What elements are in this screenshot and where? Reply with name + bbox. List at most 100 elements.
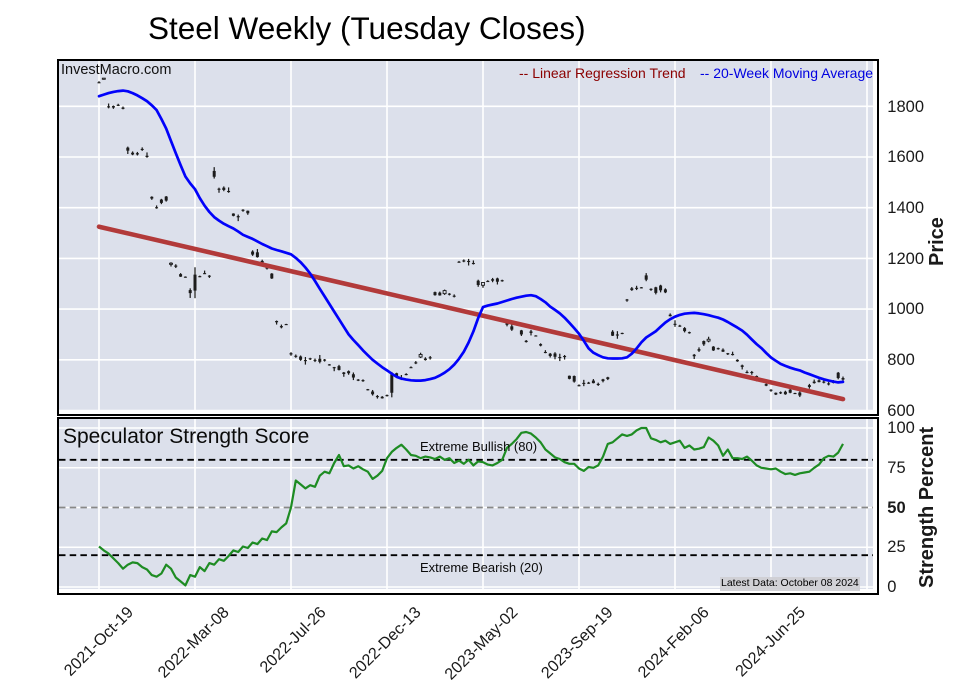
date-xtick-2022-Dec-13: 2022-Dec-13 [346, 603, 426, 683]
legend-linear-regression-trend: -- Linear Regression Trend [519, 65, 686, 82]
candle-body [745, 371, 749, 374]
candle-body [697, 349, 701, 351]
candle-body [260, 260, 264, 263]
candle-body [731, 353, 735, 356]
candle-body [798, 392, 802, 396]
strength-ytick-50: 50 [887, 498, 906, 517]
watermark-text: InvestMacro.com [61, 61, 172, 78]
candle-body [414, 362, 418, 364]
strength-ytick-100: 100 [887, 419, 915, 438]
price-panel-plot-area [57, 59, 879, 416]
candle-body [255, 252, 259, 258]
candle-body [587, 382, 591, 384]
strength-panel-title: Speculator Strength Score [63, 425, 310, 448]
candle-body [231, 213, 235, 216]
candle-body [558, 357, 562, 359]
date-xtick-2022-Jul-26: 2022-Jul-26 [255, 603, 330, 677]
candle-body [462, 260, 466, 262]
strength-axis-label: Strength Percent [916, 426, 938, 588]
candle-body [596, 383, 600, 385]
candle-body [227, 190, 231, 193]
candle-body [303, 360, 307, 362]
price-chart-canvas [59, 61, 873, 410]
extreme-bullish-annotation: Extreme Bullish (80) [420, 439, 538, 454]
candle-body [318, 358, 322, 362]
candle-body [183, 276, 187, 278]
candle-body [817, 380, 821, 383]
candle-body [155, 207, 159, 209]
candle-body [101, 77, 106, 80]
date-xtick-2024-Feb-06: 2024-Feb-06 [634, 603, 714, 682]
price-ytick-1400: 1400 [887, 198, 925, 217]
candle-body [822, 381, 826, 383]
candle-body [539, 344, 543, 346]
candle-body [159, 199, 163, 203]
candle-body [404, 373, 408, 376]
candle-body [793, 393, 797, 395]
linear-regression-trend-line [96, 224, 846, 402]
candle-body [351, 374, 355, 378]
candle-body [476, 280, 480, 286]
candle-body [721, 349, 725, 352]
strength-panel-plot-area [57, 417, 879, 595]
candle-body [385, 395, 389, 397]
candle-body [375, 396, 379, 398]
candle-body [442, 290, 447, 295]
candle-body [265, 267, 269, 269]
candle-body [380, 396, 384, 399]
candle-body [639, 287, 643, 289]
candle-body [591, 380, 595, 384]
candle-body [563, 355, 567, 358]
candle-body [299, 356, 303, 360]
price-ytick-1200: 1200 [887, 249, 925, 268]
candle-body [323, 359, 327, 361]
candle-body [529, 331, 533, 333]
candle-body [582, 382, 586, 384]
candle-body [332, 367, 336, 369]
candle-body [356, 379, 360, 381]
candle-body [284, 324, 288, 326]
candle-body [625, 299, 629, 301]
candle-body [131, 152, 135, 155]
candle-body [337, 366, 341, 370]
candle-body [601, 379, 605, 382]
candle-body [409, 367, 413, 369]
candle-body [750, 371, 754, 374]
candle-body [457, 261, 461, 263]
candle-body [438, 292, 442, 296]
candle-body [510, 326, 514, 330]
candle-body [140, 148, 144, 150]
candle-body [764, 384, 768, 386]
candle-body [270, 273, 274, 279]
candle-body [390, 374, 394, 393]
candle-body [145, 155, 149, 157]
candle-body [635, 287, 639, 289]
candle-body [774, 392, 778, 395]
candle-body [212, 170, 216, 177]
candle-body [543, 351, 547, 354]
candle-body [428, 357, 432, 359]
candle-body [500, 280, 504, 282]
candle-body [97, 82, 101, 84]
candle-body [313, 359, 317, 361]
candle-body [654, 287, 658, 293]
strength-ytick-75: 75 [887, 458, 906, 477]
candle-body [524, 340, 528, 343]
candle-body [236, 216, 240, 218]
candle-body [198, 276, 202, 278]
candle-body [481, 282, 485, 286]
candle-body [179, 274, 183, 277]
candle-body [644, 275, 648, 280]
candle-body [553, 353, 557, 357]
candle-body [121, 107, 125, 109]
candle-body [692, 354, 696, 357]
candle-body [452, 295, 456, 297]
moving-average-line [97, 89, 845, 384]
candle-body [193, 274, 197, 291]
date-xtick-2023-May-02: 2023-May-02 [440, 603, 522, 684]
candle-body [116, 104, 120, 106]
candle-body [275, 321, 279, 323]
candle-body [251, 251, 255, 255]
candle-body [164, 196, 168, 201]
candle-body [572, 376, 576, 382]
